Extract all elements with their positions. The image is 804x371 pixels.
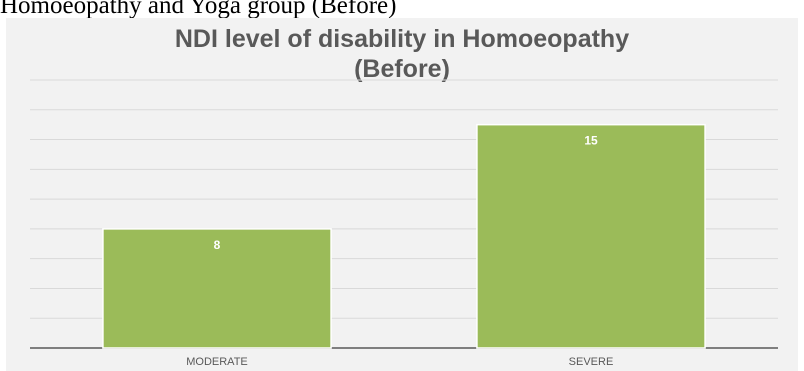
data-label-severe: 15 bbox=[584, 134, 598, 148]
data-label-moderate: 8 bbox=[214, 238, 221, 252]
bar-severe bbox=[476, 123, 706, 349]
bar-chart-plot: 8 MODERATE 15 SEVERE bbox=[30, 79, 778, 368]
chart-area: NDI level of disability in Homoeopathy (… bbox=[6, 18, 798, 371]
chart-title-line-2: (Before) bbox=[354, 55, 450, 83]
bar-moderate bbox=[102, 228, 332, 349]
chart-title-line-1: NDI level of disability in Homoeopathy bbox=[174, 25, 630, 53]
document-caption: Homoeopathy and Yoga group (Before) bbox=[0, 0, 397, 19]
x-tick-label-severe: SEVERE bbox=[569, 356, 614, 368]
x-tick-label-moderate: MODERATE bbox=[186, 356, 248, 368]
